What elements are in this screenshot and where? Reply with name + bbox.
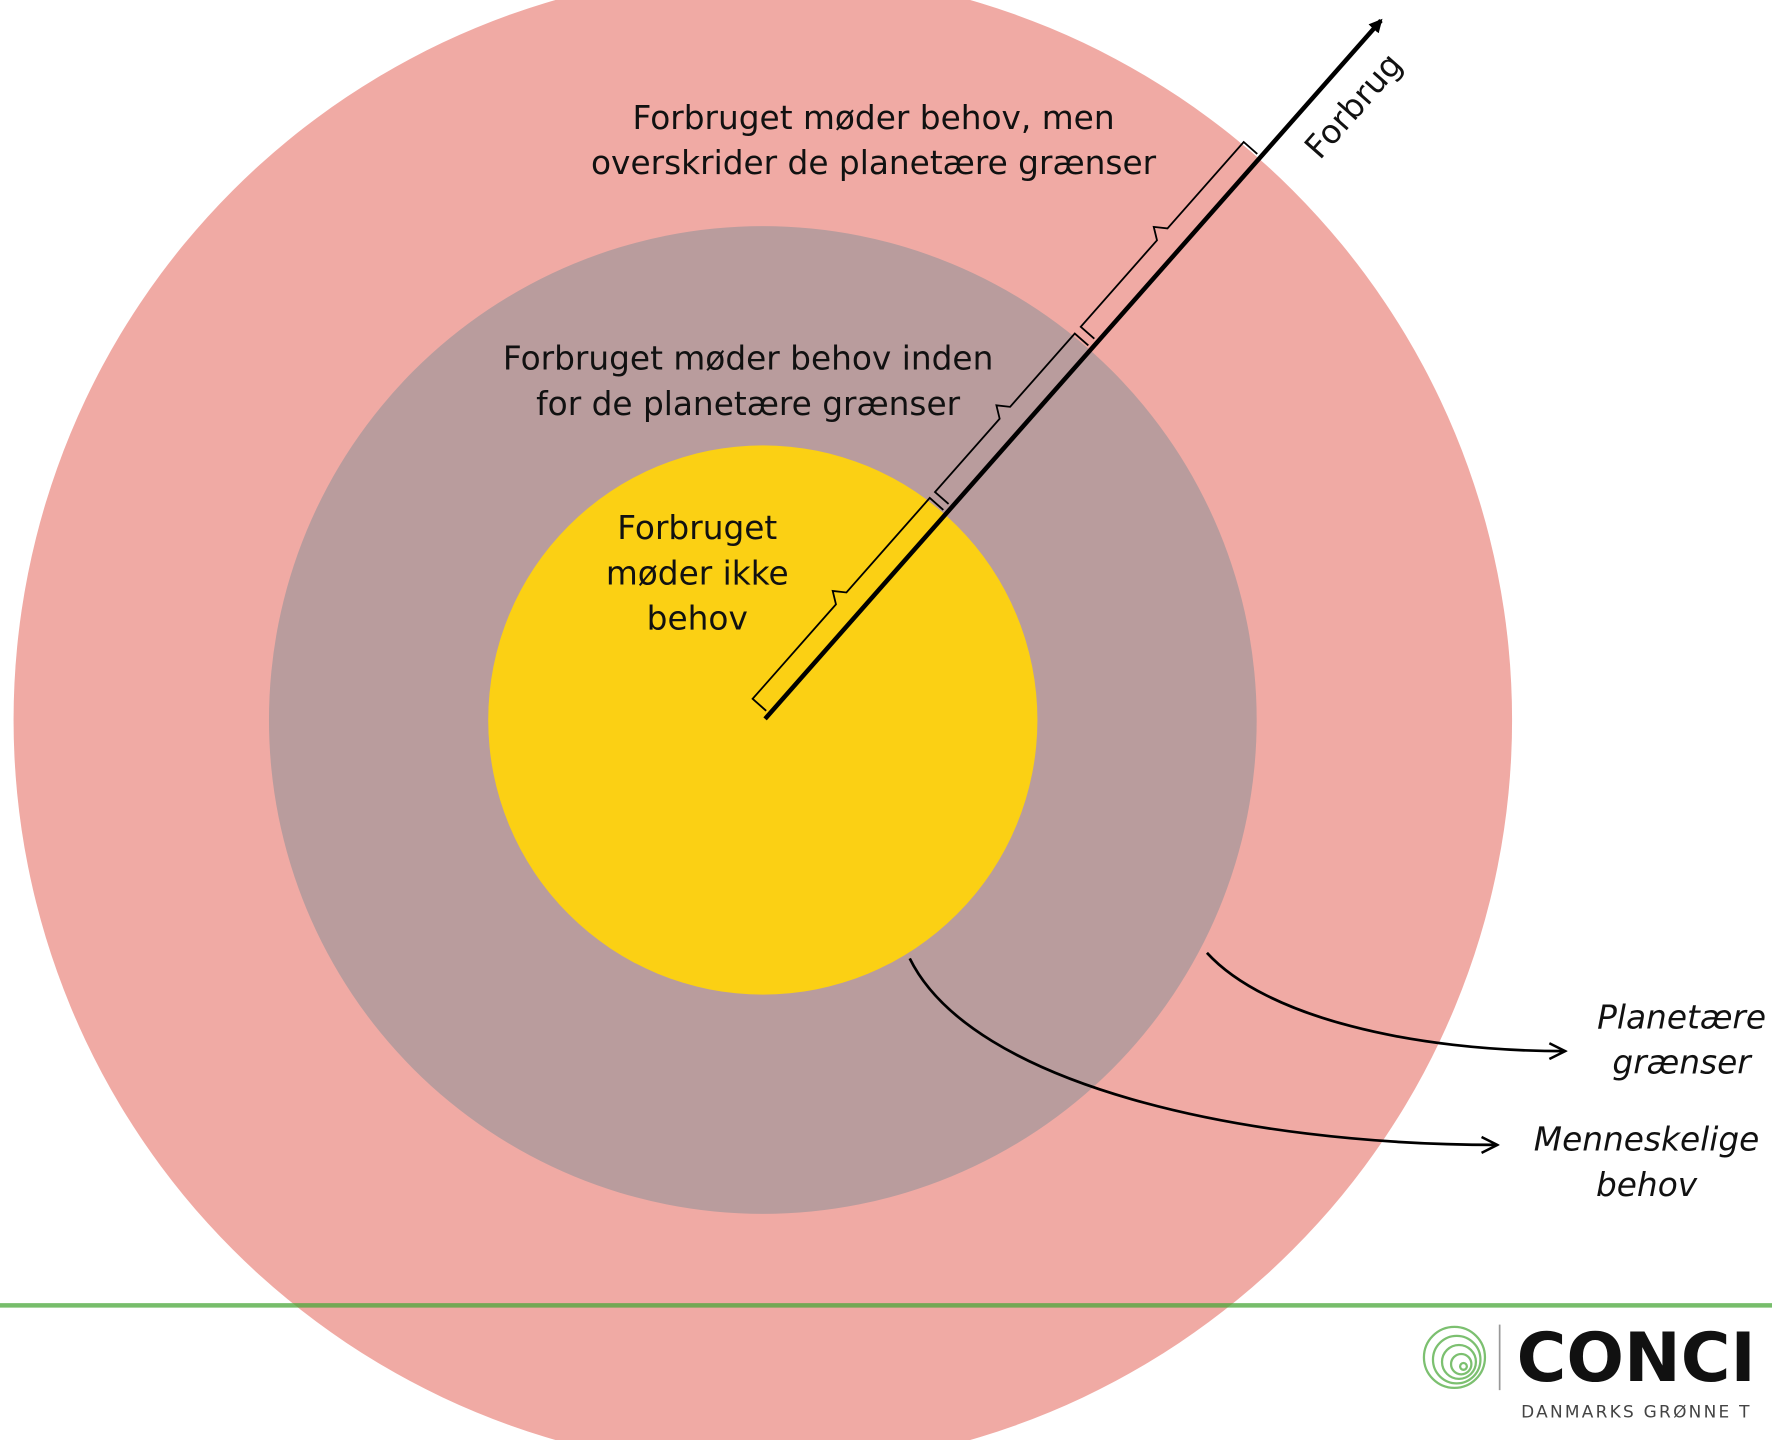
legend-label: grænser [1612,1044,1753,1082]
axis-arrow [763,18,1383,721]
middle-label: for de planetære grænser [536,385,961,423]
inner-label: møder ikke [606,554,789,592]
legend-arrow [908,957,1498,1144]
inner-circle [488,445,1038,995]
legend-label: Menneskelige [1534,1121,1760,1159]
legend-arrow [1205,951,1565,1051]
legend-label: Planetære [1597,999,1766,1037]
inner-label: Forbruget [617,509,777,547]
inner-label: behov [647,600,748,638]
logo: CONCI DANMARKS GRØNNE T [1422,1318,1756,1421]
brackets [751,140,1258,712]
bracket [751,496,944,712]
bracket [933,332,1089,505]
logo-tagline: DANMARKS GRØNNE T [1521,1401,1752,1421]
bracket [1079,140,1258,340]
outer-label: Forbruget møder behov, men [633,99,1115,137]
axis-label: Forbrug [1297,46,1410,166]
logo-mark [1422,1325,1487,1390]
logo-name: CONCI [1517,1318,1756,1397]
legend-label: behov [1596,1166,1698,1204]
outer-label: overskrider de planetære grænser [591,144,1157,182]
middle-label: Forbruget møder behov inden [503,340,993,378]
